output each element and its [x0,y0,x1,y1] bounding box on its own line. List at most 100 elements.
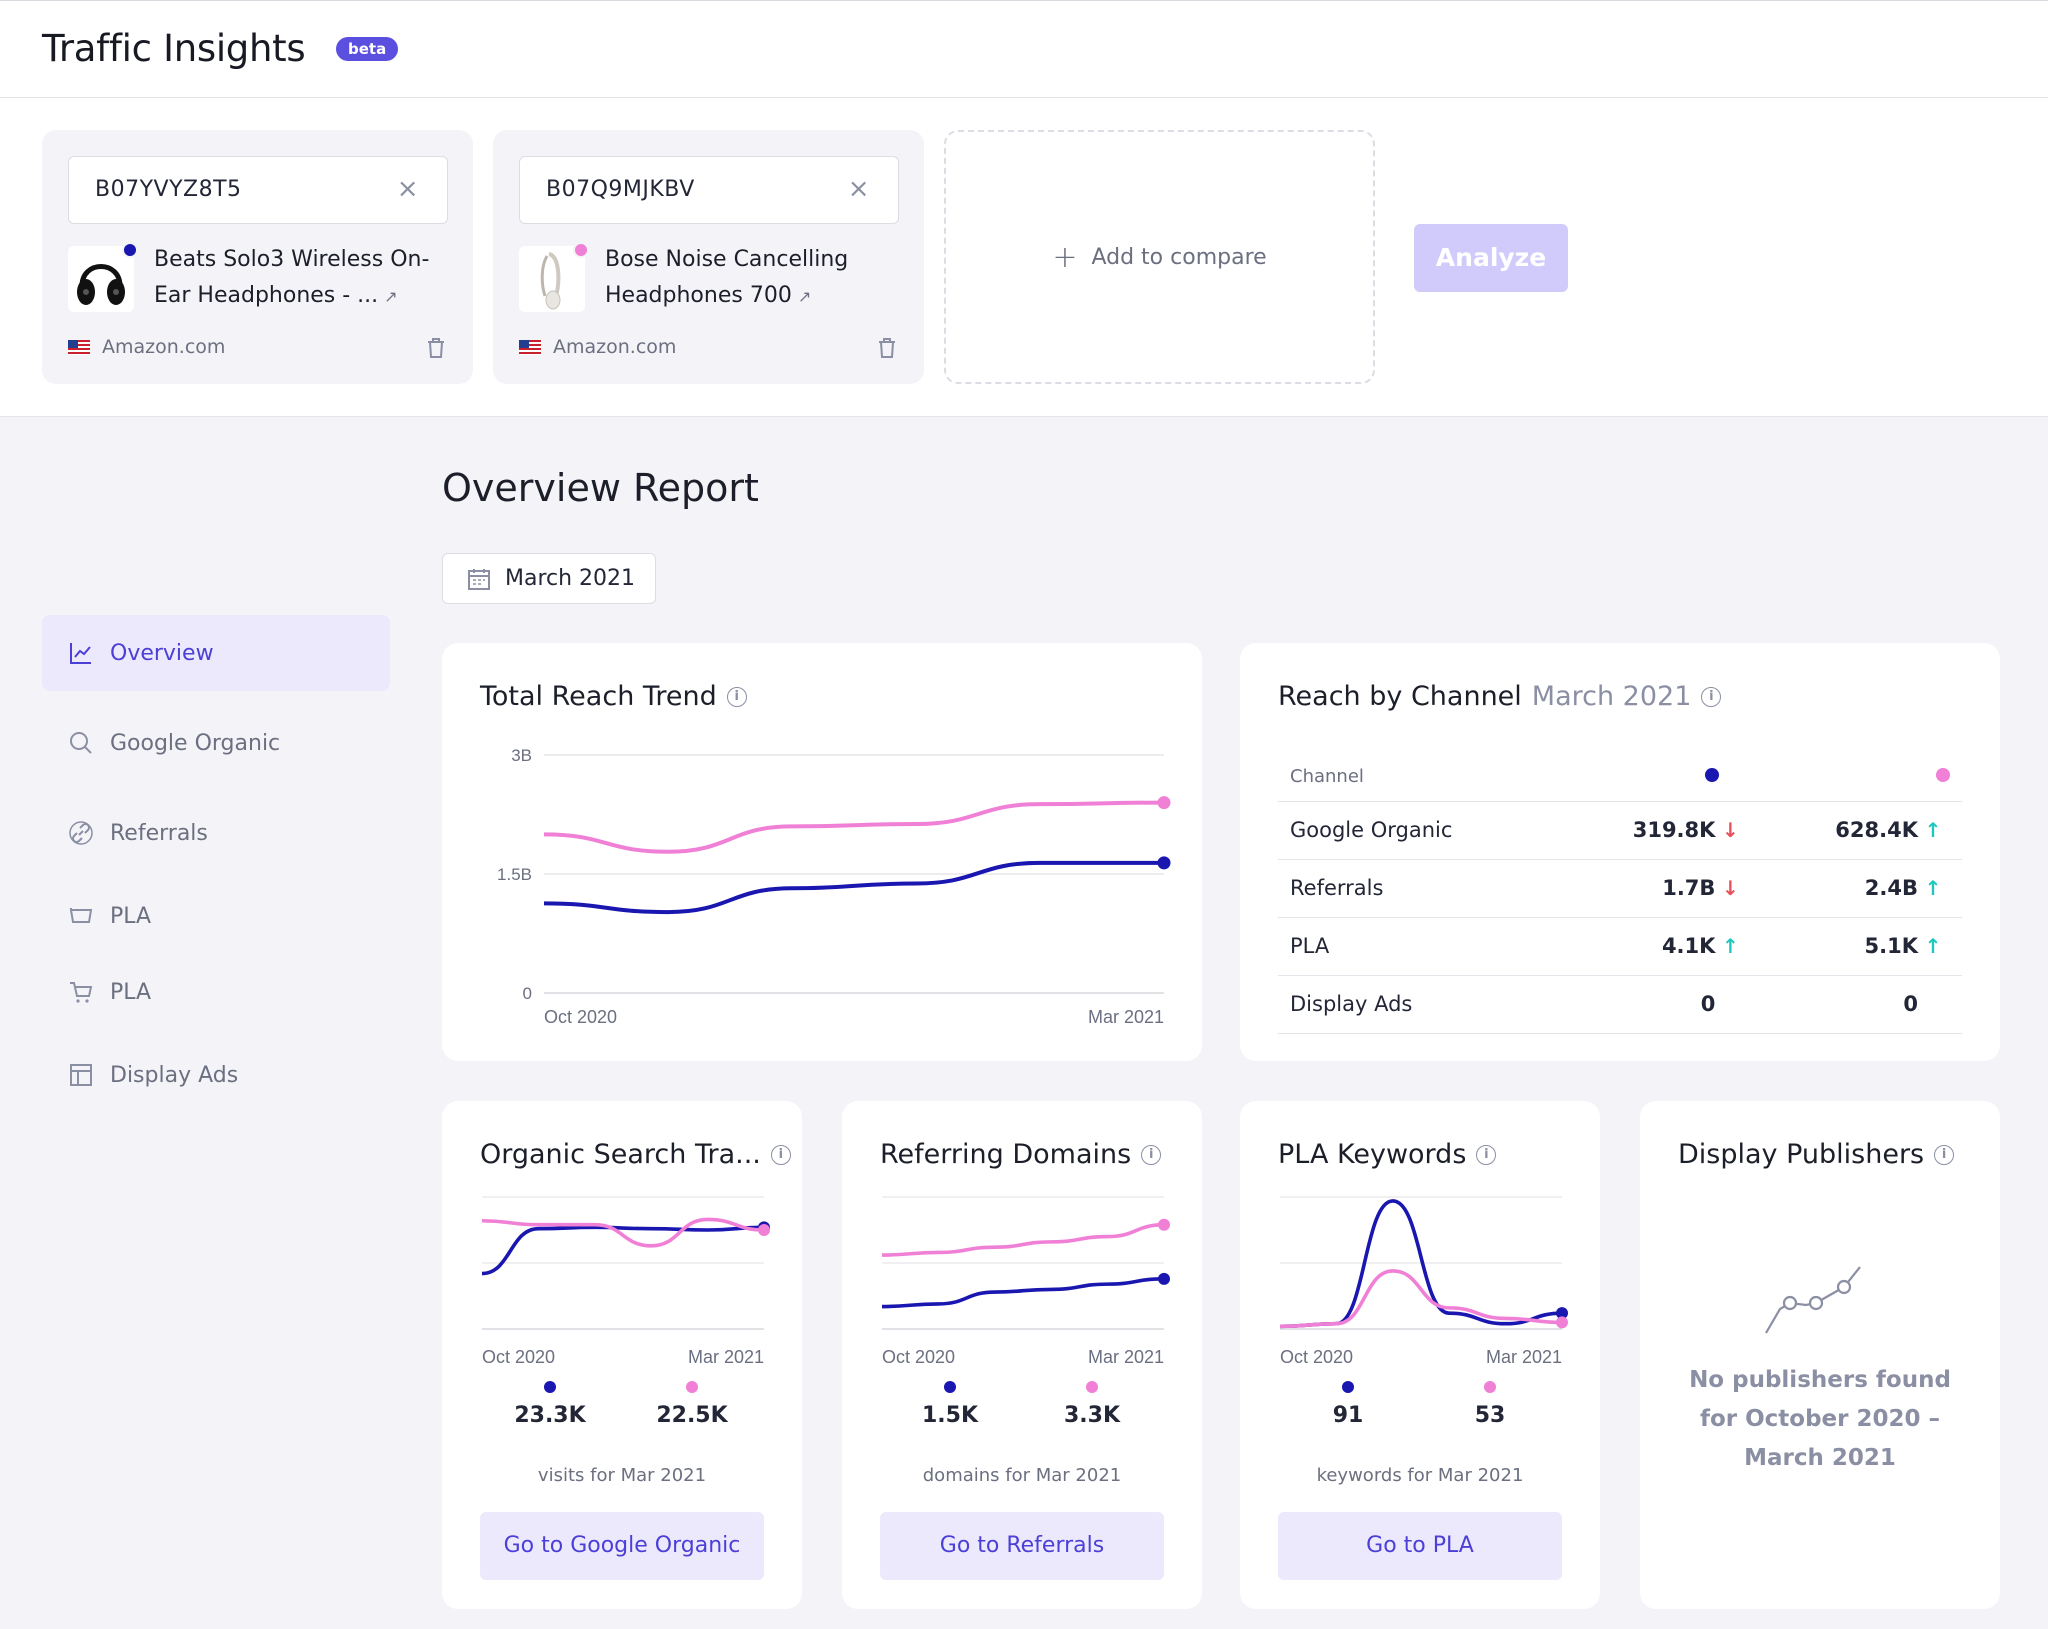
product-name-1[interactable]: Beats Solo3 Wireless On-Ear Headphones -… [154,242,444,315]
series-dot-blue [122,242,138,258]
trash-icon[interactable] [876,336,898,364]
card-title: Display Publishers i [1678,1139,1955,1170]
clear-icon[interactable]: × [396,174,419,204]
series-end-point[interactable] [758,1224,770,1236]
link-icon [69,821,93,845]
stat-value: 3.3K [1063,1403,1121,1428]
product-card-1: B07YVYZ8T5 × Beats Solo3 Wireless On-Ear… [42,130,473,384]
channel-name: Google Organic [1278,801,1557,860]
sidebar-item-pla[interactable]: PLA [42,885,390,947]
channel-value: 0 [1556,975,1760,1034]
sidebar-item-display-ads[interactable]: Display Ads [42,1037,390,1113]
series-end-point[interactable] [1556,1307,1568,1320]
info-icon[interactable]: i [1476,1144,1497,1165]
analyze-button[interactable]: Analyze [1414,224,1568,292]
channel-value: 4.1K ↑ [1556,917,1760,976]
card-title: Total Reach Trend i [480,681,747,712]
info-icon[interactable]: i [1141,1144,1162,1165]
card-title: PLA Keywords i [1278,1139,1497,1170]
series-end-point[interactable] [1158,1218,1170,1231]
organic-search-chart: Oct 2020 Mar 2021 [481,1196,770,1367]
channel-value: 319.8K ↓ [1556,801,1760,860]
series-dot-blue [944,1381,956,1393]
column-header-channel: Channel [1278,753,1557,802]
sidebar-item-label: Display Ads [110,1062,239,1088]
beta-badge: beta [336,37,399,61]
layout-icon [70,1064,92,1086]
stat-product-1: 1.5K [880,1381,1020,1428]
card-subtitle: March 2021 [1531,681,1692,712]
go-to-google-organic-button[interactable]: Go to Google Organic [480,1512,764,1580]
arrow-up-icon: ↑ [1924,818,1942,842]
stats-row: 23.3K 22.5K [480,1381,764,1441]
search-icon [70,732,92,754]
us-flag-icon [519,339,541,355]
channel-table: Channel Google Organic 319.8K ↓ 628.4K ↑ Refe… [1278,753,1962,1034]
arrow-up-icon: ↑ [1924,876,1942,900]
external-link-icon[interactable]: ↗ [384,287,398,306]
stats-row: 1.5K 3.3K [880,1381,1164,1441]
product-name-2[interactable]: Bose Noise Cancelling Headphones 700 ↗ [605,242,895,315]
asin-input-2[interactable]: B07Q9MJKBV × [519,156,899,224]
series-dot-blue [544,1381,556,1393]
series-dot-blue [1342,1381,1354,1393]
series-end-point[interactable] [1157,796,1171,810]
sidebar-item-referrals[interactable]: Referrals [42,795,390,871]
asin-input-1[interactable]: B07YVYZ8T5 × [68,156,448,224]
product-image-beats [68,246,134,312]
arrow-down-icon: ↓ [1722,818,1739,842]
channel-value: 628.4K ↑ [1759,801,1962,860]
x-tick-label: Oct 2020 [482,1347,555,1367]
channel-value: 0 [1759,975,1962,1034]
add-to-compare-button[interactable]: + Add to compare [944,130,1375,384]
trash-icon[interactable] [425,336,447,364]
date-value: March 2021 [505,566,636,591]
product-card-2: B07Q9MJKBV × Bose Noise Cancelling Headp… [493,130,924,384]
product-name-text: Beats Solo3 Wireless On-Ear Headphones -… [154,247,430,308]
card-title-text: Referring Domains [880,1139,1132,1170]
info-icon[interactable]: i [1934,1144,1955,1165]
pla-keywords-card: PLA Keywords i Oct 2020 Mar 2021 91 53 key… [1240,1101,1600,1609]
series-end-point[interactable] [1556,1316,1568,1329]
sidebar-item-overview[interactable]: Overview [42,615,390,691]
chart-line-icon [70,643,91,664]
sidebar-item-label: PLA [110,979,152,1005]
table-header-row: Channel [1278,753,1962,802]
column-header-product-1 [1556,753,1760,802]
sidebar-item-google-organic[interactable]: Google Organic [42,705,390,781]
info-icon[interactable]: i [1701,686,1722,707]
x-tick-label: Oct 2020 [1280,1347,1353,1367]
card-title: Reach by Channel March 2021 i [1278,681,1722,712]
card-title-text: Reach by Channel [1278,681,1522,712]
empty-chart-icon [1765,1266,1861,1334]
cart-icon [70,982,93,1003]
go-to-referrals-button[interactable]: Go to Referrals [880,1512,1164,1580]
stat-caption: keywords for Mar 2021 [1316,1465,1524,1486]
reach-by-channel-card: Reach by Channel March 2021 i Channel Goog… [1240,643,2000,1061]
card-title-text: PLA Keywords [1278,1139,1467,1170]
table-row: Display Ads 0 0 [1278,975,1962,1034]
total-reach-chart: 3B 1.5B 0 Oct 2020 Mar 2021 [497,746,1171,1027]
stat-value: 53 [1474,1403,1506,1428]
info-icon[interactable]: i [726,686,747,707]
series-end-point[interactable] [1158,1272,1170,1285]
y-tick-label: 0 [523,984,532,1003]
arrow-up-icon: ↑ [1924,934,1942,958]
total-reach-trend-card: Total Reach Trend i 3B 1.5B 0 Oct 2020 Mar 20… [442,643,1202,1061]
table-row: PLA 4.1K ↑ 5.1K ↑ [1278,917,1962,976]
info-icon[interactable]: i [770,1144,791,1165]
go-to-pla-button[interactable]: Go to PLA [1278,1512,1562,1580]
channel-name: Display Ads [1278,975,1557,1034]
card-title-text: Display Publishers [1678,1139,1925,1170]
stat-value: 91 [1332,1403,1364,1428]
series-end-point[interactable] [1157,856,1171,870]
marketplace-2: Amazon.com [519,336,676,358]
series-dot-blue [1705,768,1720,783]
clear-icon[interactable]: × [847,174,870,204]
pla-keywords-chart: Oct 2020 Mar 2021 [1279,1196,1568,1367]
external-link-icon[interactable]: ↗ [797,287,812,306]
series-dot-pink [1484,1381,1496,1393]
sidebar-item-label: Overview [110,640,214,666]
date-picker[interactable]: March 2021 [442,553,656,604]
sidebar-item-pla-2[interactable]: PLA [42,961,390,1023]
